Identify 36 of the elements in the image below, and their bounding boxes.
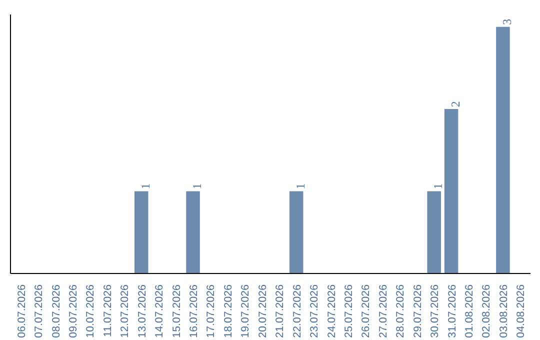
x-tick-label: 21.07.2026 [274, 284, 286, 338]
x-tick-label: 16.07.2026 [188, 284, 200, 338]
x-tick-label: 31.07.2026 [446, 284, 458, 338]
x-tick-label: 28.07.2026 [394, 284, 407, 338]
x-tick-label: 24.07.2026 [326, 284, 338, 338]
x-tick-label: 07.07.2026 [33, 284, 46, 338]
x-tick-label: 30.07.2026 [429, 284, 442, 338]
x-tick-label: 11.07.2026 [102, 284, 114, 338]
data-label: 1 [138, 183, 152, 190]
x-tick-label: 27.07.2026 [377, 284, 390, 338]
x-tick-label: 10.07.2026 [84, 284, 97, 338]
x-tick-label: 06.07.2026 [16, 284, 28, 338]
x-tick-label: 26.07.2026 [360, 284, 372, 338]
x-tick-label: 20.07.2026 [256, 284, 269, 338]
data-label: 1 [190, 183, 204, 190]
x-tick-label: 25.07.2026 [342, 284, 355, 338]
x-tick-label: 04.08.2026 [515, 284, 528, 338]
x-tick-label: 12.07.2026 [119, 284, 132, 338]
data-label: 1 [431, 183, 446, 190]
x-tick-label: 08.07.2026 [50, 284, 62, 338]
data-label: 2 [448, 101, 462, 108]
x-tick-label: 01.08.2026 [464, 284, 476, 338]
x-tick-label: 17.07.2026 [205, 284, 218, 338]
x-tick-label: 02.08.2026 [480, 284, 493, 338]
x-tick-label: 13.07.2026 [136, 284, 148, 338]
x-tick-label: 09.07.2026 [67, 284, 80, 338]
x-tick-label: 15.07.2026 [170, 284, 183, 338]
x-tick-label: 19.07.2026 [240, 284, 252, 338]
x-tick-label: 22.07.2026 [291, 284, 304, 338]
x-tick-label: 29.07.2026 [412, 284, 424, 338]
data-label: 1 [293, 183, 308, 190]
data-label: 3 [500, 18, 514, 25]
x-tick-label: 18.07.2026 [222, 284, 234, 338]
x-tick-label: 03.08.2026 [498, 284, 510, 338]
x-tick-label: 23.07.2026 [308, 284, 321, 338]
x-tick-label: 14.07.2026 [154, 284, 166, 338]
